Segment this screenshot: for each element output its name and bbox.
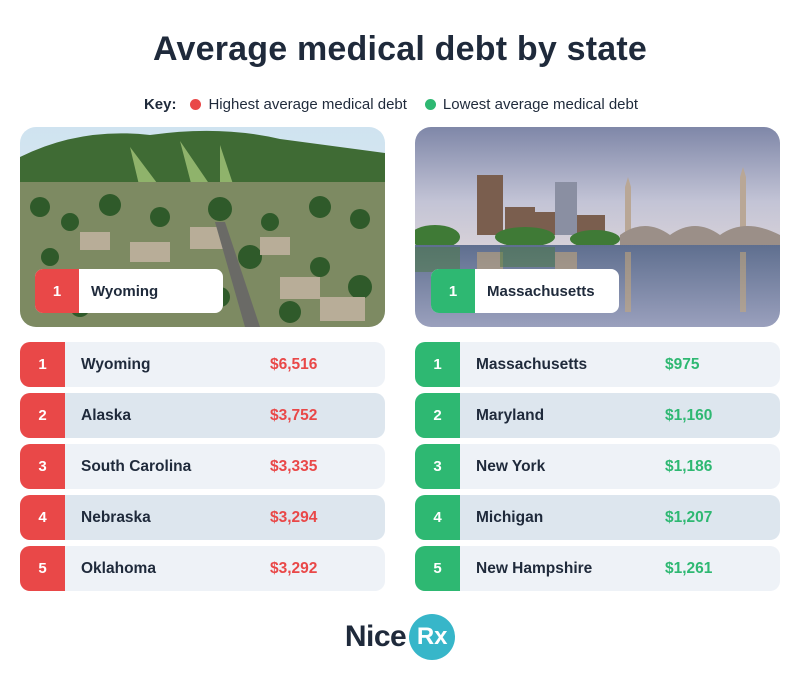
logo-text-nice: Nice — [344, 620, 407, 653]
state-cell: Oklahoma — [81, 559, 156, 577]
legend: Key: Highest average medical debt Lowest… — [0, 96, 800, 113]
state-cell: Alaska — [81, 406, 131, 424]
table-row: 1 Massachusetts $975 — [415, 342, 780, 387]
rank-cell: 3 — [415, 444, 460, 489]
highest-state-tag: 1 Wyoming — [35, 269, 223, 313]
state-cell: Michigan — [476, 508, 544, 526]
logo-rx-badge: Rx — [409, 614, 456, 660]
rank-cell: 3 — [20, 444, 65, 489]
rank-cell: 1 — [20, 342, 65, 387]
table-row: 3 South Carolina $3,335 — [20, 444, 385, 489]
table-row: 4 Michigan $1,207 — [415, 495, 780, 540]
value-cell: $1,186 — [665, 457, 713, 475]
rank-cell: 4 — [415, 495, 460, 540]
table-row: 2 Maryland $1,160 — [415, 393, 780, 438]
state-cell: Maryland — [476, 406, 545, 424]
lowest-state-tag: 1 Massachusetts — [431, 269, 619, 313]
rank-cell: 5 — [20, 546, 65, 591]
value-cell: $1,207 — [665, 508, 713, 526]
nicerx-logo: Nice Rx — [0, 614, 800, 660]
state-cell: Massachusetts — [476, 355, 588, 373]
state-cell: Wyoming — [81, 355, 151, 373]
rank-cell: 2 — [20, 393, 65, 438]
table-row: 2 Alaska $3,752 — [20, 393, 385, 438]
lowest-tag-rank: 1 — [431, 269, 475, 313]
table-row: 5 New Hampshire $1,261 — [415, 546, 780, 591]
green-dot-icon — [424, 99, 436, 110]
legend-label: Key: — [143, 96, 177, 113]
value-cell: $6,516 — [270, 355, 318, 373]
table-row: 1 Wyoming $6,516 — [20, 342, 385, 387]
legend-high-text: Highest average medical debt — [208, 96, 407, 113]
table-row: 4 Nebraska $3,294 — [20, 495, 385, 540]
legend-low-text: Lowest average medical debt — [442, 96, 639, 113]
value-cell: $1,261 — [665, 559, 713, 577]
table-row: 3 New York $1,186 — [415, 444, 780, 489]
value-cell: $3,335 — [270, 457, 318, 475]
value-cell: $975 — [665, 355, 700, 373]
highest-tag-name: Wyoming — [91, 282, 159, 300]
state-cell: Nebraska — [81, 508, 151, 526]
legend-item-high: Highest average medical debt — [190, 96, 407, 113]
lowest-table: 1 Massachusetts $975 2 Maryland $1,160 3… — [415, 342, 780, 597]
state-cell: New York — [476, 457, 546, 475]
table-row: 5 Oklahoma $3,292 — [20, 546, 385, 591]
highest-table: 1 Wyoming $6,516 2 Alaska $3,752 3 South… — [20, 342, 385, 597]
value-cell: $3,752 — [270, 406, 318, 424]
rank-cell: 4 — [20, 495, 65, 540]
highest-tag-rank: 1 — [35, 269, 79, 313]
legend-item-low: Lowest average medical debt — [424, 96, 639, 113]
value-cell: $1,160 — [665, 406, 713, 424]
value-cell: $3,294 — [270, 508, 318, 526]
rank-cell: 2 — [415, 393, 460, 438]
lowest-tag-name: Massachusetts — [487, 282, 595, 300]
massachusetts-photo — [415, 127, 780, 327]
state-cell: South Carolina — [81, 457, 192, 475]
red-dot-icon — [190, 99, 202, 110]
page-title: Average medical debt by state — [153, 30, 647, 68]
state-cell: New Hampshire — [476, 559, 593, 577]
value-cell: $3,292 — [270, 559, 318, 577]
rank-cell: 5 — [415, 546, 460, 591]
rank-cell: 1 — [415, 342, 460, 387]
